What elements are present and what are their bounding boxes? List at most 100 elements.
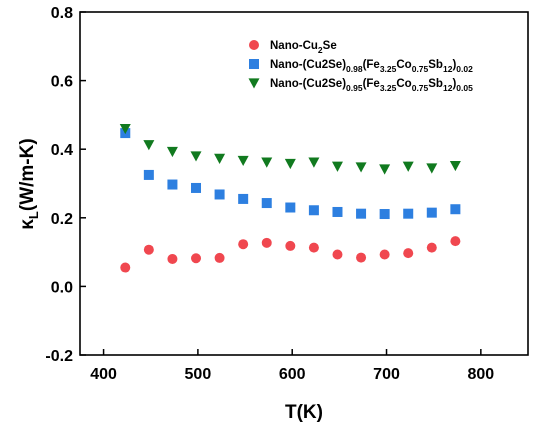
data-point (426, 207, 437, 218)
legend-item: Nano-(Cu2Se)0.98(Fe3.25Co0.75Sb12)0.02 (249, 59, 473, 74)
data-point (261, 198, 272, 209)
data-point (143, 169, 154, 180)
legend-label-part: 0.75 (412, 64, 429, 74)
data-point (120, 262, 131, 273)
data-points (119, 123, 461, 273)
data-point (308, 157, 320, 168)
legend-marker (249, 59, 259, 69)
data-point (143, 244, 154, 255)
data-point (191, 253, 202, 264)
data-point (167, 253, 178, 264)
data-point (285, 240, 296, 251)
data-point (261, 237, 272, 248)
x-tick-label: 800 (467, 366, 494, 383)
data-point (402, 161, 414, 172)
legend-label-part: 3.25 (380, 83, 397, 93)
data-point (238, 193, 249, 204)
legend-label-part: Nano-(Cu2Se) (270, 59, 346, 71)
legend-label-part: Se (323, 40, 337, 52)
data-point (237, 155, 249, 167)
series-2 (120, 128, 461, 220)
data-point (285, 202, 296, 213)
data-point (450, 236, 461, 247)
x-tick-label: 600 (279, 366, 306, 383)
x-tick-label: 500 (185, 366, 212, 383)
data-point (190, 151, 202, 162)
data-point (261, 157, 273, 168)
legend-label-part: Co (396, 59, 411, 71)
data-point (191, 182, 202, 193)
legend-label-part: ) (452, 59, 456, 71)
y-axis-title-subscript: L (26, 211, 41, 219)
plot-frame (79, 11, 529, 356)
data-point (403, 248, 414, 259)
y-tick-label: 0.6 (51, 74, 73, 91)
data-point (379, 164, 391, 175)
legend-label-part: 0.95 (346, 83, 363, 93)
y-axis-title: κL(W/m-K) (17, 138, 41, 229)
legend-marker (248, 78, 260, 89)
legend-label-part: Nano-Cu (270, 40, 318, 52)
legend-item: Nano-Cu2Se (249, 40, 337, 55)
legend-label-part: (Fe (363, 59, 380, 71)
data-point (166, 146, 178, 158)
data-point (355, 162, 367, 173)
legend-label: Nano-(Cu2Se)0.95(Fe3.25Co0.75Sb12)0.05 (270, 78, 473, 93)
legend-item: Nano-(Cu2Se)0.95(Fe3.25Co0.75Sb12)0.05 (248, 78, 473, 93)
data-point (331, 161, 343, 172)
data-point (308, 205, 319, 216)
legend-label-part: 0.02 (456, 64, 473, 74)
legend-label-part: 0.75 (412, 83, 429, 93)
data-point (450, 204, 461, 215)
data-point (143, 140, 155, 151)
data-point (379, 249, 390, 260)
data-point (403, 208, 414, 219)
y-tick-label: 0.2 (51, 211, 73, 228)
data-point (356, 252, 367, 263)
legend-label-part: 0.05 (456, 83, 473, 93)
x-axis-title: T(K) (285, 402, 323, 423)
data-point (449, 160, 461, 172)
x-tick-label: 700 (373, 366, 400, 383)
data-point (214, 189, 225, 200)
legend-label-part: 12 (443, 83, 453, 93)
legend-label-part: (Fe (363, 78, 380, 90)
data-point (332, 249, 343, 260)
legend-label-part: Sb (428, 59, 443, 71)
data-point (356, 208, 367, 219)
data-point (284, 158, 296, 170)
legend-label-part: Sb (428, 78, 443, 90)
legend-label-part: ) (452, 78, 456, 90)
x-axis: 400 500 600 700 800 (90, 349, 494, 383)
data-point (119, 123, 131, 135)
y-tick-label: 0.0 (51, 279, 73, 296)
data-point (167, 179, 178, 190)
data-point (308, 242, 319, 253)
data-point (426, 242, 437, 253)
y-tick-label: 0.4 (51, 142, 73, 159)
data-point (379, 209, 390, 220)
data-point (238, 239, 249, 250)
y-axis-title-unit: (W/m-K) (17, 138, 38, 211)
legend-label: Nano-Cu2Se (270, 40, 337, 55)
y-axis-title-symbol: κ (17, 219, 38, 230)
legend-label-part: 12 (443, 64, 453, 74)
data-point (426, 163, 438, 174)
legend-marker (249, 40, 259, 50)
y-tick-label: -0.2 (45, 348, 73, 365)
data-point (214, 252, 225, 263)
series-3 (119, 123, 461, 175)
legend-label: Nano-(Cu2Se)0.98(Fe3.25Co0.75Sb12)0.02 (270, 59, 473, 74)
legend-label-part: 0.98 (346, 64, 363, 74)
legend-label-part: Nano-(Cu2Se) (270, 78, 346, 90)
data-point (332, 206, 343, 217)
y-tick-label: 0.8 (51, 5, 73, 22)
data-point (214, 153, 226, 164)
series-1 (120, 236, 461, 273)
legend-label-part: 2 (318, 45, 323, 55)
legend-label-part: Co (396, 78, 411, 90)
y-axis: -0.2 0.0 0.2 0.4 0.6 0.8 (45, 5, 86, 365)
legend: Nano-Cu2SeNano-(Cu2Se)0.98(Fe3.25Co0.75S… (248, 40, 473, 93)
x-tick-label: 400 (90, 366, 117, 383)
